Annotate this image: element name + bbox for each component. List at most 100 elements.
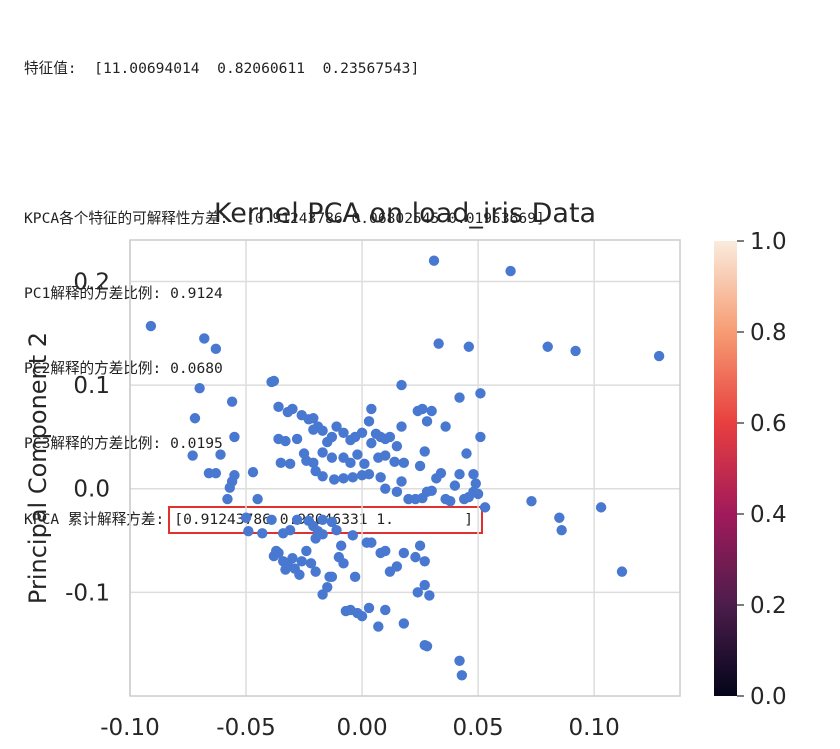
- data-point: [479, 502, 491, 513]
- data-point: [338, 473, 349, 484]
- cumulative-variance-label: KPCA 累计解释方差:: [24, 511, 165, 528]
- data-point: [266, 514, 277, 526]
- data-point: [317, 471, 328, 482]
- data-point: [468, 469, 479, 480]
- data-point: [194, 383, 205, 394]
- x-tick-label: 0.05: [452, 715, 503, 741]
- data-point: [412, 587, 423, 598]
- x-tick-label: -0.05: [216, 715, 276, 741]
- variance-ratio-label: KPCA各个特征的可解释性方差:: [24, 210, 229, 227]
- data-point: [252, 493, 263, 505]
- variance-ratio-line: KPCA各个特征的可解释性方差: [0.91243786 0.06802545 …: [24, 206, 545, 231]
- pc3-ratio-line: PC3解释的方差比例: 0.0195: [24, 435, 223, 452]
- colorbar-tick-label: 0.2: [750, 593, 787, 619]
- eigenvalues-label: 特征值:: [24, 60, 77, 77]
- data-point: [366, 403, 377, 415]
- data-point: [317, 529, 328, 540]
- data-point: [356, 427, 368, 438]
- data-point: [215, 449, 226, 460]
- data-points: [145, 255, 665, 681]
- data-point: [224, 482, 235, 493]
- data-point: [398, 457, 410, 469]
- data-point: [526, 495, 537, 507]
- data-point: [347, 530, 358, 541]
- data-point: [454, 655, 465, 666]
- data-point: [222, 493, 233, 505]
- data-point: [280, 564, 291, 575]
- data-point: [426, 405, 437, 417]
- y-tick-labels: 0.2 0.1 0.0 -0.1: [65, 269, 110, 606]
- pc2-ratio-line: PC2解释的方差比例: 0.0680: [24, 360, 223, 377]
- data-point: [373, 621, 384, 632]
- data-point: [308, 413, 319, 424]
- data-point: [384, 431, 396, 443]
- data-point: [317, 447, 328, 458]
- data-point: [475, 388, 486, 399]
- data-point: [505, 265, 516, 277]
- colorbar-tick-label: 1.0: [750, 229, 787, 255]
- data-point: [268, 375, 280, 387]
- data-point: [275, 457, 287, 469]
- data-point: [470, 478, 481, 489]
- data-point: [291, 433, 303, 445]
- data-point: [317, 425, 328, 436]
- data-point: [335, 540, 347, 551]
- data-point: [398, 547, 410, 559]
- data-point: [414, 460, 426, 472]
- data-point: [189, 413, 201, 424]
- data-point: [595, 502, 607, 513]
- data-point: [284, 524, 296, 536]
- data-point: [449, 480, 461, 491]
- data-point: [243, 526, 254, 537]
- data-point: [542, 341, 553, 352]
- data-point: [421, 416, 433, 427]
- data-point: [240, 512, 252, 523]
- x-tick-label: 0.10: [569, 715, 620, 741]
- data-point: [433, 338, 444, 349]
- data-point: [389, 456, 400, 467]
- data-point: [284, 458, 296, 470]
- data-point: [380, 450, 391, 461]
- variance-ratio-values: [0.91243786 0.06802545 0.01953669]: [246, 210, 545, 227]
- y-tick-label: 0.2: [73, 269, 110, 295]
- data-point: [338, 558, 349, 569]
- plot-frame: [129, 239, 681, 697]
- data-point: [247, 466, 259, 478]
- data-point: [461, 448, 472, 459]
- data-point: [301, 545, 312, 557]
- data-point: [352, 449, 363, 460]
- data-point: [419, 556, 430, 567]
- data-point: [396, 379, 407, 391]
- data-point: [329, 474, 340, 485]
- data-point: [210, 467, 222, 479]
- data-point: [210, 343, 222, 355]
- data-point: [414, 540, 426, 551]
- data-point: [428, 255, 440, 266]
- data-point: [363, 602, 375, 614]
- data-point: [419, 579, 430, 591]
- data-point: [396, 476, 407, 487]
- x-tick-label: 0.00: [336, 715, 387, 741]
- data-point: [435, 467, 447, 479]
- data-point: [454, 469, 465, 480]
- data-point: [363, 469, 375, 480]
- data-point: [472, 488, 484, 500]
- data-point: [324, 571, 335, 583]
- x-tick-labels: -0.10 -0.05 0.00 0.05 0.10: [100, 715, 620, 741]
- data-point: [398, 618, 410, 629]
- data-point: [616, 566, 628, 577]
- colorbar-tick-label: 0.0: [750, 684, 787, 710]
- data-point: [331, 524, 342, 536]
- data-point: [294, 569, 305, 580]
- data-point: [410, 551, 421, 563]
- colorbar-tick-label: 0.8: [750, 320, 787, 346]
- data-point: [347, 472, 358, 483]
- data-point: [570, 345, 581, 357]
- chart-title: Kernel PCA on load_iris Data: [213, 198, 597, 229]
- data-point: [391, 486, 403, 498]
- data-point: [426, 485, 437, 496]
- data-point: [145, 320, 157, 332]
- data-point: [273, 401, 284, 413]
- data-point: [310, 566, 321, 577]
- pc1-ratio-line: PC1解释的方差比例: 0.9124: [24, 285, 223, 302]
